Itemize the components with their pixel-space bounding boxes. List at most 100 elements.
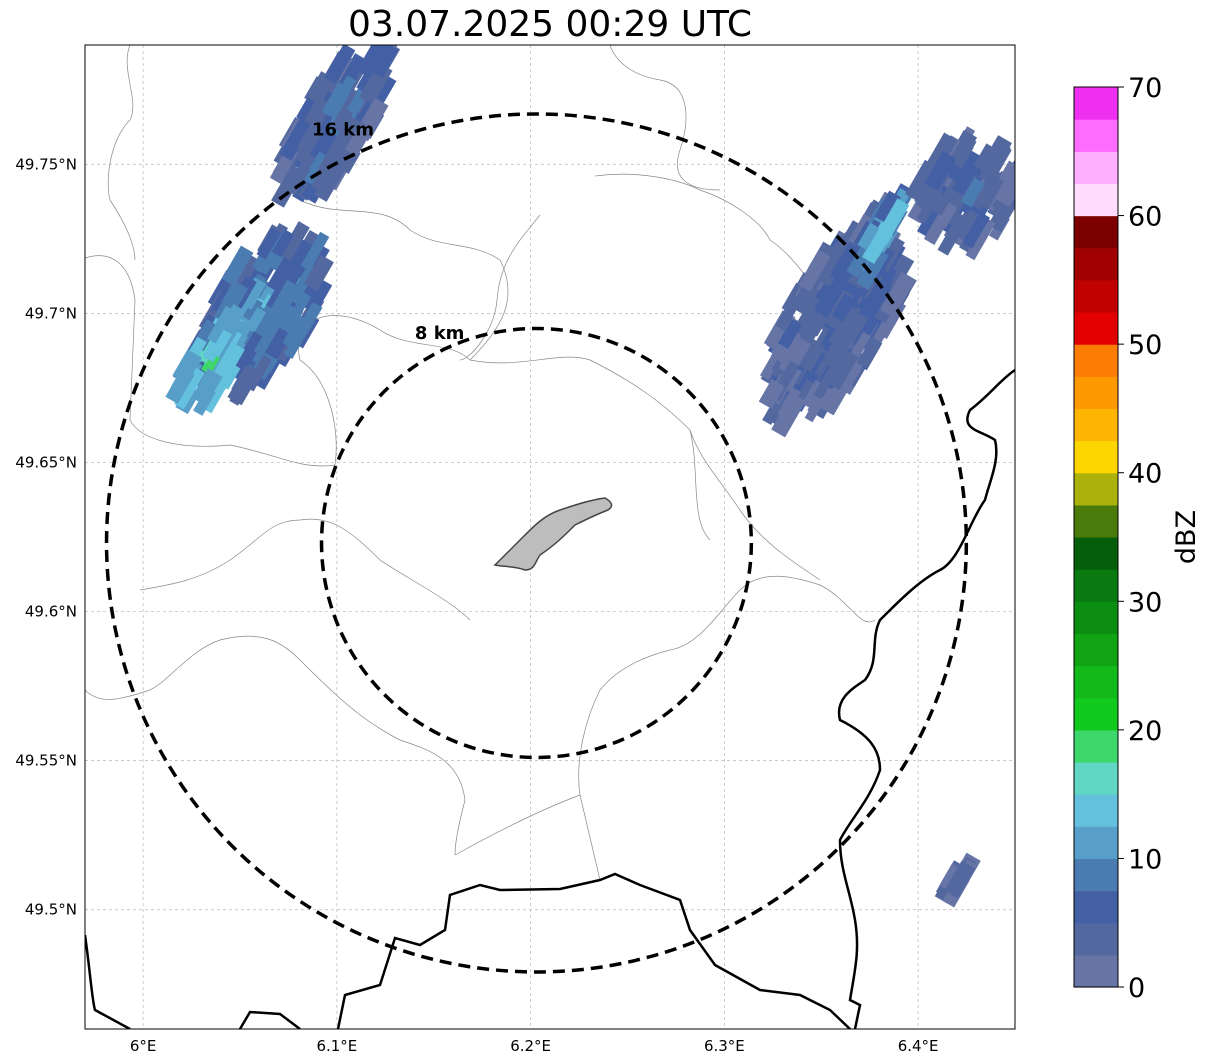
reflectivity-pixel [221,280,249,311]
reflectivity-pixel [840,306,871,344]
colorbar-tick-label: 40 [1128,459,1162,490]
admin-boundary-line [689,429,821,581]
national-border-line [837,368,1015,1029]
lat-tick-label: 49.7°N [25,304,77,322]
reflectivity-pixel [324,45,356,85]
reflectivity-pixel [798,249,831,292]
lat-tick-label: 49.55°N [15,752,77,770]
range-ring-16km [104,112,969,974]
colorbar-segment [1074,344,1118,377]
reflectivity-pixel [951,132,978,166]
lat-tick-label: 49.5°N [25,901,77,919]
colorbar: 0 10 20 30 40 50 60 70 dBZ [1073,73,1202,1004]
admin-boundary-line [85,635,466,856]
reflectivity-pixel [916,208,940,237]
radar-reflectivity-layer [165,45,1015,908]
reflectivity-pixel [954,211,981,243]
reflectivity-pixel [923,132,958,176]
colorbar-segment [1074,858,1118,892]
reflectivity-pixel [775,294,803,331]
colorbar-label: dBZ [1171,510,1202,564]
admin-boundary-line [609,45,721,191]
colorbar-segment [1074,633,1118,667]
colorbar-segment [1074,922,1118,956]
reflectivity-pixel [936,202,958,229]
reflectivity-pixel [962,211,991,249]
colorbar-segment [1074,890,1118,924]
admin-boundary-line [578,575,876,796]
reflectivity-pixel [937,213,969,256]
colorbar-tick-label: 50 [1128,330,1162,361]
colorbar-tick-label: 0 [1128,973,1145,1004]
colorbar-tick-label: 10 [1128,844,1162,875]
lat-tick-label: 49.65°N [15,453,77,471]
reflectivity-pixel [965,218,996,261]
reflectivity-pixel [831,293,857,323]
reflectivity-pixel [227,365,261,406]
colorbar-segment [1074,408,1118,442]
colorbar-segment [1074,472,1118,506]
colorbar-segment [1074,729,1118,763]
reflectivity-pixel [207,305,238,346]
reflectivity-pixel [874,190,901,224]
reflectivity-pixel [978,141,1011,184]
admin-boundary-line [107,45,136,261]
reflectivity-pixel [304,254,334,291]
reflectivity-pixel [344,124,372,157]
reflectivity-pixel [221,245,254,287]
colorbar-segment [1074,215,1118,249]
reflectivity-pixel [359,72,386,105]
colorbar-segment [1074,569,1118,602]
lat-tick-label: 49.6°N [25,603,77,621]
boundary-lines [85,45,1015,1029]
range-ring-8km [319,326,754,760]
reflectivity-pixel [973,143,997,172]
reflectivity-pixel [781,396,803,423]
reflectivity-pixel [266,253,298,293]
reflectivity-pixel [330,75,357,111]
colorbar-segment [1074,312,1118,345]
reflectivity-pixel [974,173,1004,210]
lon-tick-label: 6.4°E [898,1037,939,1055]
reflectivity-pixel [777,319,803,349]
national-border-line [238,1010,301,1029]
reflectivity-pixel [823,334,854,371]
colorbar-segment [1074,440,1118,474]
lon-tick-label: 6.1°E [316,1037,357,1055]
map-title: 03.07.2025 00:29 UTC [347,4,753,45]
reflectivity-pixel [813,274,848,318]
map-plot-area: 8 km 16 km [85,45,1015,1029]
range-ring-label: 8 km [415,323,465,344]
colorbar-segment [1074,87,1118,120]
lon-tick-label: 6.2°E [510,1037,551,1055]
map-axes: 6°E 6.1°E 6.2°E 6.3°E 6.4°E 49.75°N 49.7°N 49.6… [15,155,938,1055]
colorbar-tick-label: 60 [1128,202,1162,233]
national-border-line [336,872,851,1029]
colorbar-segment [1074,665,1118,699]
reflectivity-pixel [295,126,323,164]
colorbar-tick-label: 20 [1128,716,1162,747]
reflectivity-pixel [271,229,295,258]
reflectivity-pixel [960,177,986,208]
lon-tick-label: 6.3°E [704,1037,745,1055]
reflectivity-pixel [856,248,889,290]
lat-tick-label: 49.75°N [15,155,77,173]
colorbar-segment [1074,376,1118,410]
reflectivity-pixel [758,378,785,409]
reflectivity-pixel [820,377,852,416]
colorbar-segment [1074,183,1118,217]
reflectivity-pixel [924,151,957,192]
colorbar-segment [1074,279,1118,313]
admin-boundary-line [299,199,509,361]
reflectivity-pixel [868,228,892,258]
reflectivity-pixel [279,221,310,261]
colorbar-segment [1074,762,1118,795]
reflectivity-pixel [256,227,282,260]
reflectivity-pixel [357,48,380,77]
reflectivity-pixel [280,118,311,158]
colorbar-segment [1074,697,1118,731]
range-rings: 8 km 16 km [104,112,969,974]
admin-boundary-line [454,794,601,881]
national-border-line [85,934,131,1029]
